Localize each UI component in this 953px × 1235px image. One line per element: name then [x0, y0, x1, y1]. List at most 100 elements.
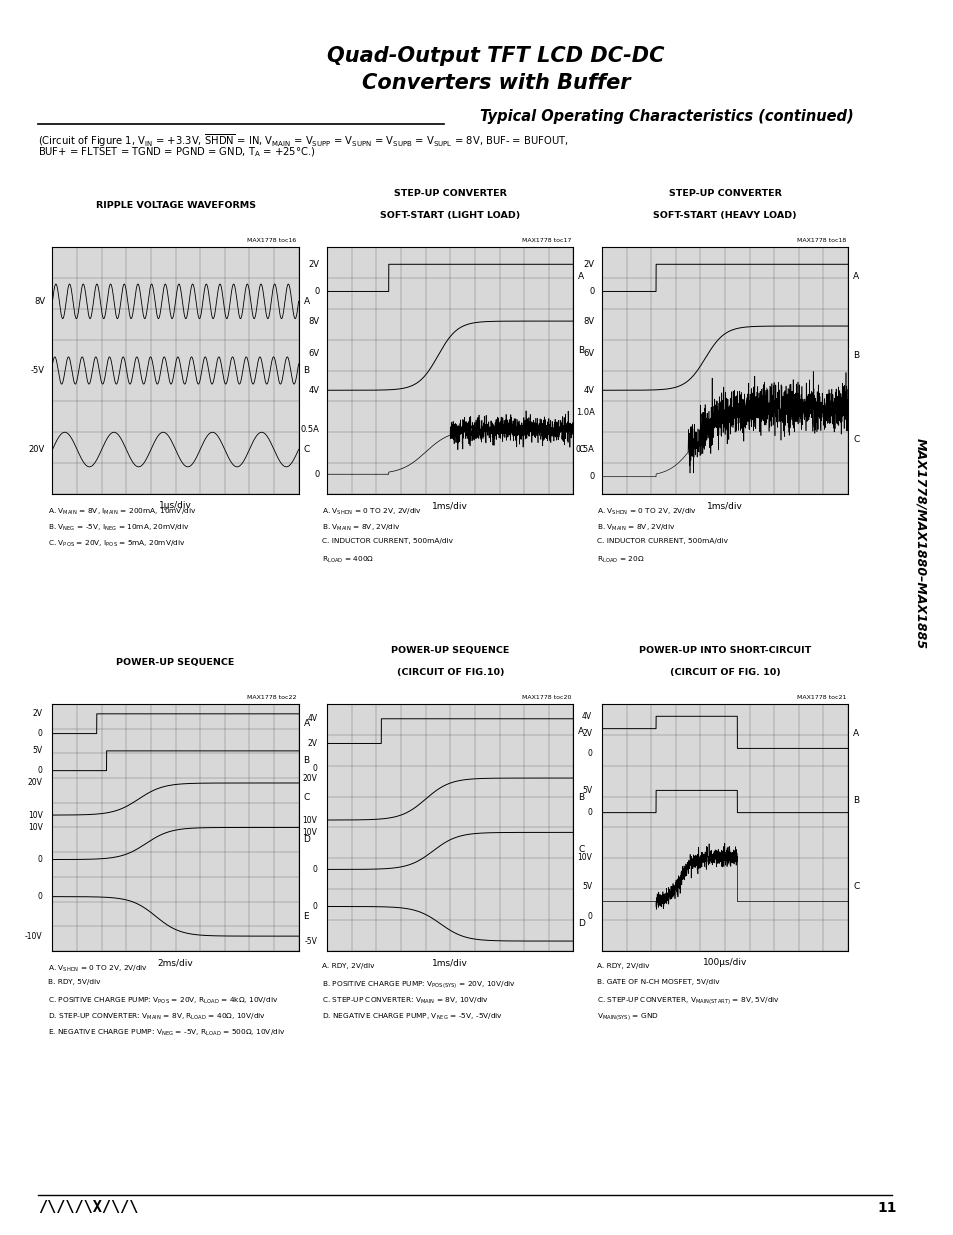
Text: SOFT-START (HEAVY LOAD): SOFT-START (HEAVY LOAD): [653, 211, 796, 220]
Text: 0: 0: [38, 729, 43, 739]
Text: A: A: [852, 729, 859, 739]
Text: E: E: [303, 911, 309, 921]
Text: MAX1778 toc18: MAX1778 toc18: [796, 238, 845, 243]
Text: -5V: -5V: [304, 936, 317, 946]
Text: (CIRCUIT OF FIG. 10): (CIRCUIT OF FIG. 10): [669, 668, 780, 677]
Text: Quad-Output TFT LCD DC-DC: Quad-Output TFT LCD DC-DC: [327, 46, 664, 65]
Text: A: A: [303, 296, 310, 306]
Text: D. NEGATIVE CHARGE PUMP, V$_{\rm NEG}$ = -5V, -5V/div: D. NEGATIVE CHARGE PUMP, V$_{\rm NEG}$ =…: [322, 1011, 503, 1021]
Text: C. INDUCTOR CURRENT, 500mA/div: C. INDUCTOR CURRENT, 500mA/div: [322, 538, 453, 545]
Text: STEP-UP CONVERTER: STEP-UP CONVERTER: [668, 189, 781, 198]
Text: MAX1778/MAX1880–MAX1885: MAX1778/MAX1880–MAX1885: [913, 438, 926, 648]
Text: -10V: -10V: [25, 931, 43, 941]
Text: E. NEGATIVE CHARGE PUMP: V$_{\rm NEG}$ = -5V, R$_{\rm LOAD}$ = 500$\Omega$, 10V/: E. NEGATIVE CHARGE PUMP: V$_{\rm NEG}$ =…: [48, 1028, 285, 1037]
Text: 0.5A: 0.5A: [300, 425, 319, 435]
Text: C: C: [852, 435, 859, 445]
Text: B: B: [852, 795, 859, 805]
Text: A: A: [303, 719, 310, 729]
Text: -5V: -5V: [31, 366, 45, 375]
Text: 6V: 6V: [309, 348, 319, 358]
Text: B: B: [578, 346, 584, 356]
Text: 0.5A: 0.5A: [575, 445, 594, 454]
Text: 10V: 10V: [577, 852, 592, 862]
Text: 0: 0: [587, 911, 592, 921]
Text: A. RDY, 2V/div: A. RDY, 2V/div: [322, 963, 375, 969]
Text: 1ms/div: 1ms/div: [432, 958, 468, 967]
Text: 2V: 2V: [309, 259, 319, 269]
Text: 1ms/div: 1ms/div: [432, 501, 468, 510]
Text: POWER-UP INTO SHORT-CIRCUIT: POWER-UP INTO SHORT-CIRCUIT: [639, 646, 810, 655]
Text: (CIRCUIT OF FIG.10): (CIRCUIT OF FIG.10): [396, 668, 503, 677]
Text: 5V: 5V: [581, 882, 592, 892]
Text: /\/\/\X/\/\: /\/\/\X/\/\: [38, 1200, 138, 1215]
Text: C. V$_{\rm POS}$ = 20V, I$_{\rm POS}$ = 5mA, 20mV/div: C. V$_{\rm POS}$ = 20V, I$_{\rm POS}$ = …: [48, 538, 185, 548]
Text: 0: 0: [38, 766, 43, 776]
Text: 20V: 20V: [28, 778, 43, 788]
Text: B. RDY, 5V/div: B. RDY, 5V/div: [48, 979, 100, 986]
Text: 0: 0: [587, 808, 592, 818]
Text: MAX1778 toc21: MAX1778 toc21: [796, 695, 845, 700]
Text: 5V: 5V: [581, 785, 592, 795]
Text: C: C: [303, 793, 310, 803]
Text: 2V: 2V: [307, 739, 317, 748]
Text: B. V$_{\rm MAIN}$ = 8V, 2V/div: B. V$_{\rm MAIN}$ = 8V, 2V/div: [322, 522, 401, 532]
Text: A. V$_{\rm MAIN}$ = 8V, I$_{\rm MAIN}$ = 200mA, 10mV/div: A. V$_{\rm MAIN}$ = 8V, I$_{\rm MAIN}$ =…: [48, 506, 196, 516]
Text: C. STEP-UP CONVERTER, V$_{\rm MAIN(START)}$ = 8V, 5V/div: C. STEP-UP CONVERTER, V$_{\rm MAIN(START…: [597, 995, 780, 1007]
Text: A: A: [578, 272, 584, 282]
Text: 2ms/div: 2ms/div: [157, 958, 193, 967]
Text: 6V: 6V: [583, 348, 594, 358]
Text: 0: 0: [38, 892, 43, 902]
Text: 5V: 5V: [32, 746, 43, 756]
Text: 0: 0: [587, 748, 592, 758]
Text: C. STEP-UP CONVERTER: V$_{\rm MAIN}$ = 8V, 10V/div: C. STEP-UP CONVERTER: V$_{\rm MAIN}$ = 8…: [322, 995, 489, 1005]
Text: POWER-UP SEQUENCE: POWER-UP SEQUENCE: [391, 646, 509, 655]
Text: 1.0A: 1.0A: [575, 408, 594, 417]
Text: B. POSITIVE CHARGE PUMP: V$_{\rm POS(SYS)}$ = 20V, 10V/div: B. POSITIVE CHARGE PUMP: V$_{\rm POS(SYS…: [322, 979, 516, 990]
Text: B: B: [578, 793, 584, 803]
Text: A. V$_{\rm SHDN}$ = 0 TO 2V, 2V/div: A. V$_{\rm SHDN}$ = 0 TO 2V, 2V/div: [322, 506, 422, 516]
Text: (Circuit of Figure 1, V$_{\rm IN}$ = +3.3V, $\overline{\rm SHDN}$ = IN, V$_{\rm : (Circuit of Figure 1, V$_{\rm IN}$ = +3.…: [38, 132, 568, 148]
Text: 4V: 4V: [307, 714, 317, 724]
Text: C. INDUCTOR CURRENT, 500mA/div: C. INDUCTOR CURRENT, 500mA/div: [597, 538, 727, 545]
Text: 2V: 2V: [32, 709, 43, 719]
Text: 8V: 8V: [34, 296, 45, 306]
Text: SOFT-START (LIGHT LOAD): SOFT-START (LIGHT LOAD): [379, 211, 520, 220]
Text: A. V$_{\rm SHDN}$ = 0 TO 2V, 2V/div: A. V$_{\rm SHDN}$ = 0 TO 2V, 2V/div: [48, 963, 148, 973]
Text: Converters with Buffer: Converters with Buffer: [361, 73, 630, 93]
Text: D: D: [303, 835, 310, 845]
Text: 2V: 2V: [581, 729, 592, 739]
Text: B: B: [852, 351, 859, 361]
Text: B. V$_{\rm NEG}$ = -5V, I$_{\rm NEG}$ = 10mA, 20mV/div: B. V$_{\rm NEG}$ = -5V, I$_{\rm NEG}$ = …: [48, 522, 190, 532]
Text: B: B: [303, 366, 310, 375]
Text: 10V: 10V: [28, 823, 43, 832]
Text: 2V: 2V: [583, 259, 594, 269]
Text: 0: 0: [589, 287, 594, 296]
Text: 8V: 8V: [583, 316, 594, 326]
Text: 100μs/div: 100μs/div: [702, 958, 746, 967]
Text: 0: 0: [589, 472, 594, 482]
Text: MAX1778 toc22: MAX1778 toc22: [247, 695, 296, 700]
Text: 8V: 8V: [309, 316, 319, 326]
Text: 0: 0: [38, 855, 43, 864]
Text: A. V$_{\rm SHDN}$ = 0 TO 2V, 2V/div: A. V$_{\rm SHDN}$ = 0 TO 2V, 2V/div: [597, 506, 697, 516]
Text: 10V: 10V: [302, 815, 317, 825]
Text: BUF+ = FLTSET = TGND = PGND = GND, T$_{\rm A}$ = +25°C.): BUF+ = FLTSET = TGND = PGND = GND, T$_{\…: [38, 146, 315, 159]
Text: Typical Operating Characteristics (continued): Typical Operating Characteristics (conti…: [479, 109, 853, 124]
Text: MAX1778 toc17: MAX1778 toc17: [521, 238, 571, 243]
Text: 0: 0: [314, 287, 319, 296]
Text: C. POSITIVE CHARGE PUMP: V$_{\rm POS}$ = 20V, R$_{\rm LOAD}$ = 4k$\Omega$, 10V/d: C. POSITIVE CHARGE PUMP: V$_{\rm POS}$ =…: [48, 995, 277, 1005]
Text: MAX1778 toc16: MAX1778 toc16: [247, 238, 296, 243]
Text: C: C: [852, 882, 859, 892]
Text: 20V: 20V: [29, 445, 45, 454]
Text: A: A: [852, 272, 859, 282]
Text: D: D: [578, 919, 584, 929]
Text: 10V: 10V: [302, 827, 317, 837]
Text: D. STEP-UP CONVERTER: V$_{\rm MAIN}$ = 8V, R$_{\rm LOAD}$ = 40$\Omega$, 10V/div: D. STEP-UP CONVERTER: V$_{\rm MAIN}$ = 8…: [48, 1011, 265, 1021]
Text: B. V$_{\rm MAIN}$ = 8V, 2V/div: B. V$_{\rm MAIN}$ = 8V, 2V/div: [597, 522, 676, 532]
Text: 0: 0: [313, 902, 317, 911]
Text: 1ms/div: 1ms/div: [706, 501, 742, 510]
Text: 11: 11: [877, 1200, 896, 1215]
Text: R$_{\rm LOAD}$ = 400$\Omega$: R$_{\rm LOAD}$ = 400$\Omega$: [322, 555, 375, 564]
Text: R$_{\rm LOAD}$ = 20$\Omega$: R$_{\rm LOAD}$ = 20$\Omega$: [597, 555, 644, 564]
Text: 0: 0: [313, 864, 317, 874]
